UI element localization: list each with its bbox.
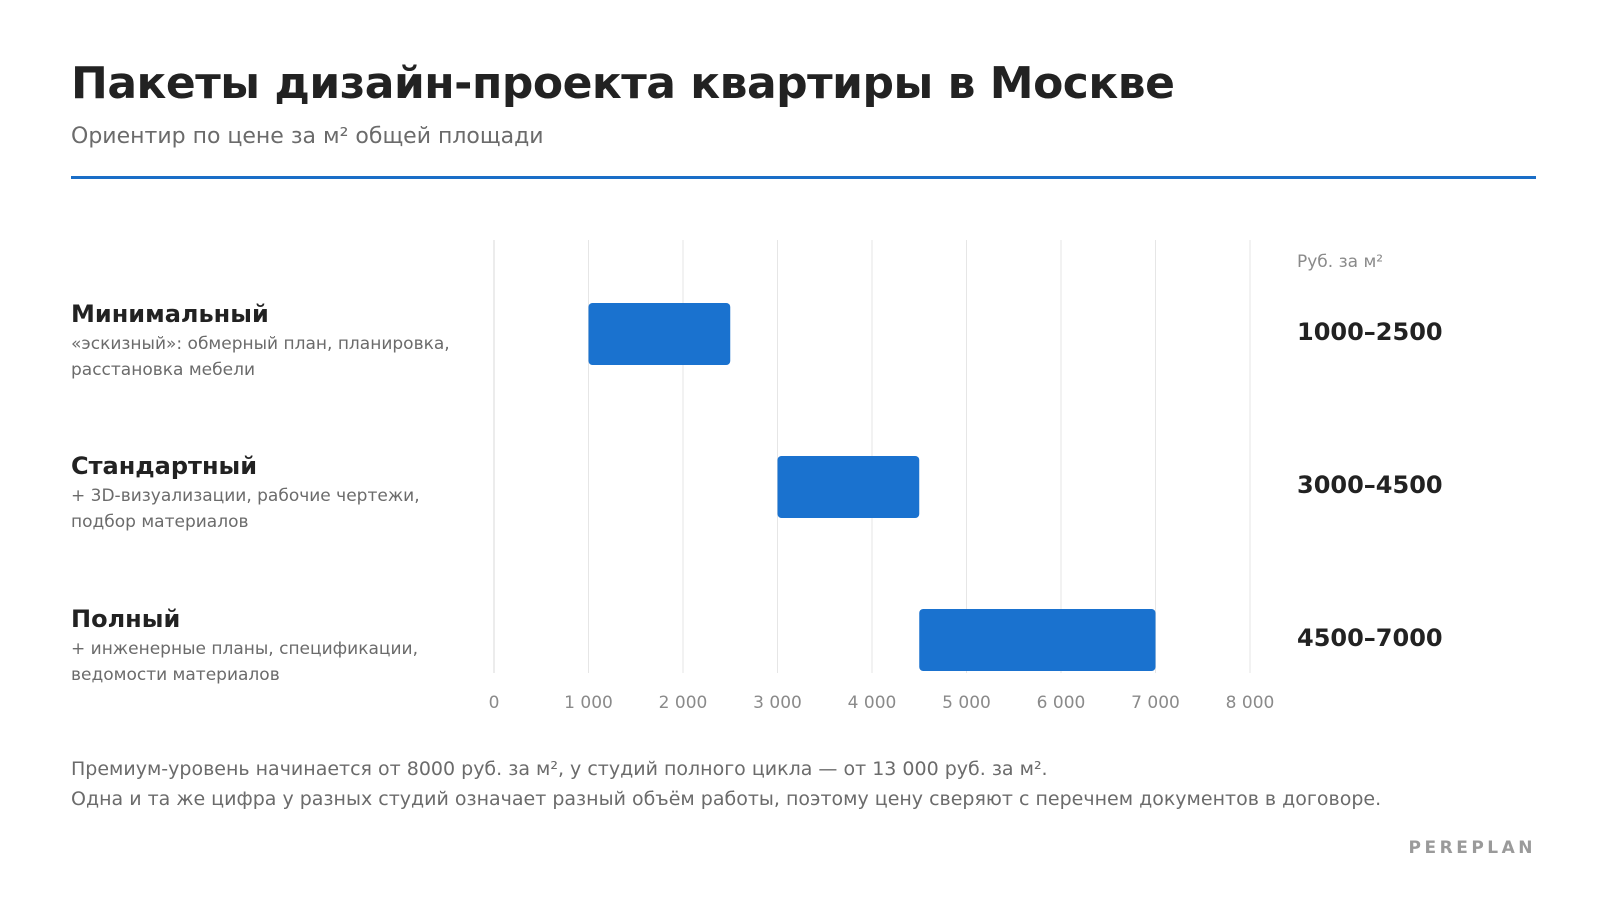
x-tick-label: 1 000 xyxy=(564,693,613,713)
footnote-line-1: Премиум-уровень начинается от 8000 руб. … xyxy=(71,758,1048,780)
package-label-minimal: Минимальный «эскизный»: обмерный план, п… xyxy=(71,300,471,383)
page-title: Пакеты дизайн-проекта квартиры в Москве xyxy=(71,58,1175,109)
package-name: Полный xyxy=(71,605,181,633)
range-bar-1 xyxy=(588,303,731,365)
header-divider xyxy=(71,176,1536,179)
range-bar-2 xyxy=(777,456,920,518)
package-name: Минимальный xyxy=(71,300,269,328)
range-value-full: 4500–7000 xyxy=(1297,624,1443,652)
package-label-full: Полный + инженерные планы, спецификации,… xyxy=(71,605,471,688)
package-label-standard: Стандартный + 3D-визуализации, рабочие ч… xyxy=(71,452,471,535)
x-tick-label: 2 000 xyxy=(659,693,708,713)
page-subtitle: Ориентир по цене за м² общей площади xyxy=(71,124,544,149)
x-tick-label: 5 000 xyxy=(942,693,991,713)
x-tick-label: 4 000 xyxy=(848,693,897,713)
package-description: «эскизный»: обмерный план, планировка, р… xyxy=(71,334,450,380)
package-description: + 3D-визуализации, рабочие чертежи, подб… xyxy=(71,486,420,532)
package-description: + инженерные планы, спецификации, ведомо… xyxy=(71,639,418,685)
footnote: Премиум-уровень начинается от 8000 руб. … xyxy=(71,754,1381,814)
range-value-minimal: 1000–2500 xyxy=(1297,318,1443,346)
range-value-standard: 3000–4500 xyxy=(1297,471,1443,499)
x-tick-label: 0 xyxy=(489,693,500,713)
x-tick-label: 7 000 xyxy=(1131,693,1180,713)
x-tick-label: 8 000 xyxy=(1226,693,1275,713)
range-bar-3 xyxy=(919,609,1156,671)
footnote-line-2: Одна и та же цифра у разных студий означ… xyxy=(71,788,1382,810)
package-name: Стандартный xyxy=(71,452,258,480)
x-tick-label: 6 000 xyxy=(1037,693,1086,713)
x-tick-label: 3 000 xyxy=(753,693,802,713)
unit-label: Руб. за м² xyxy=(1297,252,1384,272)
brand-logo: PEREPLAN xyxy=(1408,838,1536,858)
